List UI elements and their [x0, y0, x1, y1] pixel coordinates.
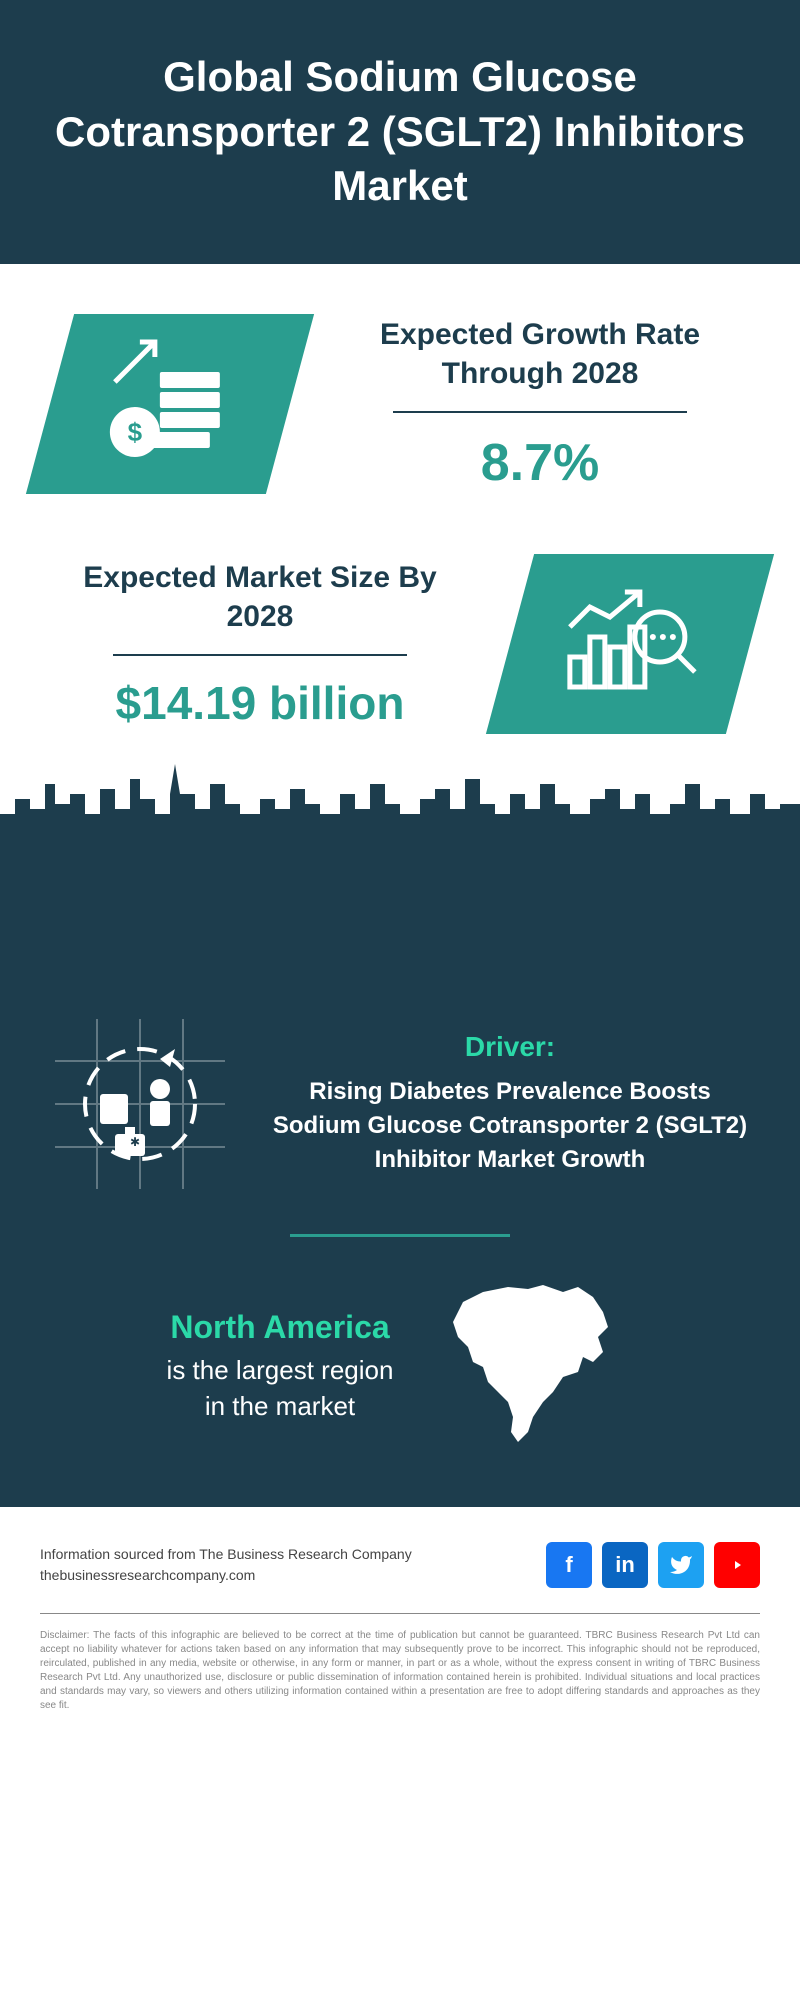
- growth-label: Expected Growth Rate Through 2028: [330, 315, 750, 393]
- market-size-value: $14.19 billion: [50, 676, 470, 730]
- region-desc-2: in the market: [167, 1388, 394, 1424]
- header: Global Sodium Glucose Cotransporter 2 (S…: [0, 0, 800, 264]
- footer: Information sourced from The Business Re…: [0, 1507, 800, 1733]
- market-size-label: Expected Market Size By 2028: [50, 558, 470, 636]
- linkedin-icon[interactable]: in: [602, 1542, 648, 1588]
- skyline-divider: [0, 834, 800, 974]
- driver-icon: ✱: [50, 1014, 230, 1194]
- driver-label: Driver:: [270, 1031, 750, 1063]
- growth-value: 8.7%: [330, 433, 750, 493]
- stats-section: $ Expected Growth Rate Through 2028 8.7%: [0, 264, 800, 834]
- footer-source: Information sourced from The Business Re…: [40, 1544, 412, 1586]
- region-name: North America: [167, 1309, 394, 1346]
- page-title: Global Sodium Glucose Cotransporter 2 (S…: [40, 50, 760, 214]
- divider: [290, 1234, 510, 1237]
- driver-description: Rising Diabetes Prevalence Boosts Sodium…: [270, 1075, 750, 1176]
- twitter-icon[interactable]: [658, 1542, 704, 1588]
- svg-text:✱: ✱: [130, 1135, 140, 1149]
- source-line-2: thebusinessresearchcompany.com: [40, 1565, 412, 1586]
- region-desc-1: is the largest region: [167, 1352, 394, 1388]
- source-line-1: Information sourced from The Business Re…: [40, 1544, 412, 1565]
- driver-text: Driver: Rising Diabetes Prevalence Boost…: [270, 1031, 750, 1176]
- growth-text: Expected Growth Rate Through 2028 8.7%: [330, 315, 750, 493]
- chart-analysis-icon: [555, 576, 705, 711]
- growth-icon-container: $: [26, 314, 314, 494]
- region-text: North America is the largest region in t…: [167, 1309, 394, 1425]
- stat-growth-rate: $ Expected Growth Rate Through 2028 8.7%: [50, 314, 750, 494]
- footer-top: Information sourced from The Business Re…: [40, 1542, 760, 1614]
- disclaimer: Disclaimer: The facts of this infographi…: [40, 1629, 760, 1713]
- market-size-text: Expected Market Size By 2028 $14.19 bill…: [50, 558, 470, 730]
- north-america-map-icon: [433, 1277, 633, 1457]
- social-icons: f in: [546, 1542, 760, 1588]
- driver-section: ✱ Driver: Rising Diabetes Prevalence Boo…: [0, 974, 800, 1507]
- driver-row: ✱ Driver: Rising Diabetes Prevalence Boo…: [50, 1014, 750, 1194]
- analysis-icon-container: [486, 554, 774, 734]
- youtube-icon[interactable]: [714, 1542, 760, 1588]
- money-growth-icon: $: [100, 336, 240, 471]
- svg-text:$: $: [128, 416, 143, 446]
- stat-market-size: Expected Market Size By 2028 $14.19 bill…: [50, 554, 750, 734]
- facebook-icon[interactable]: f: [546, 1542, 592, 1588]
- divider: [393, 411, 687, 413]
- region-row: North America is the largest region in t…: [50, 1277, 750, 1457]
- divider: [113, 654, 407, 656]
